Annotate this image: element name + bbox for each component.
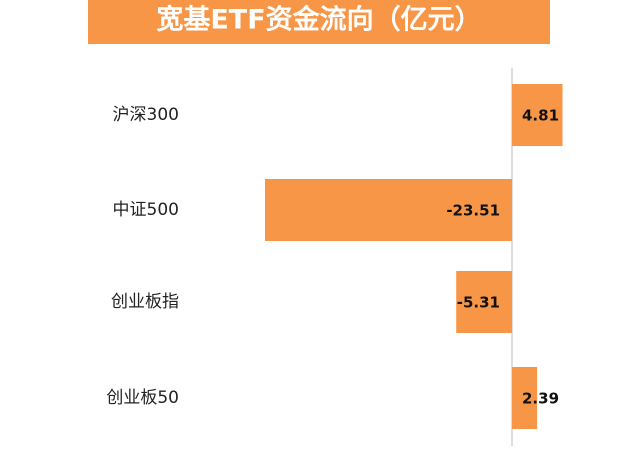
- bar: [456, 271, 512, 333]
- title-banner: [88, 0, 550, 44]
- value-label: -23.51: [446, 202, 500, 220]
- bar: [512, 84, 563, 146]
- category-label: 沪深300: [113, 105, 179, 125]
- category-label: 创业板指: [111, 292, 179, 312]
- bar: [265, 179, 512, 241]
- value-label: 2.39: [522, 390, 559, 408]
- category-label: 中证500: [113, 200, 179, 220]
- value-label: 4.81: [522, 107, 559, 125]
- chart-title: 宽基ETF资金流向（亿元）: [156, 4, 481, 36]
- value-label: -5.31: [457, 294, 500, 312]
- category-label: 创业板50: [106, 388, 179, 408]
- bar: [512, 367, 538, 429]
